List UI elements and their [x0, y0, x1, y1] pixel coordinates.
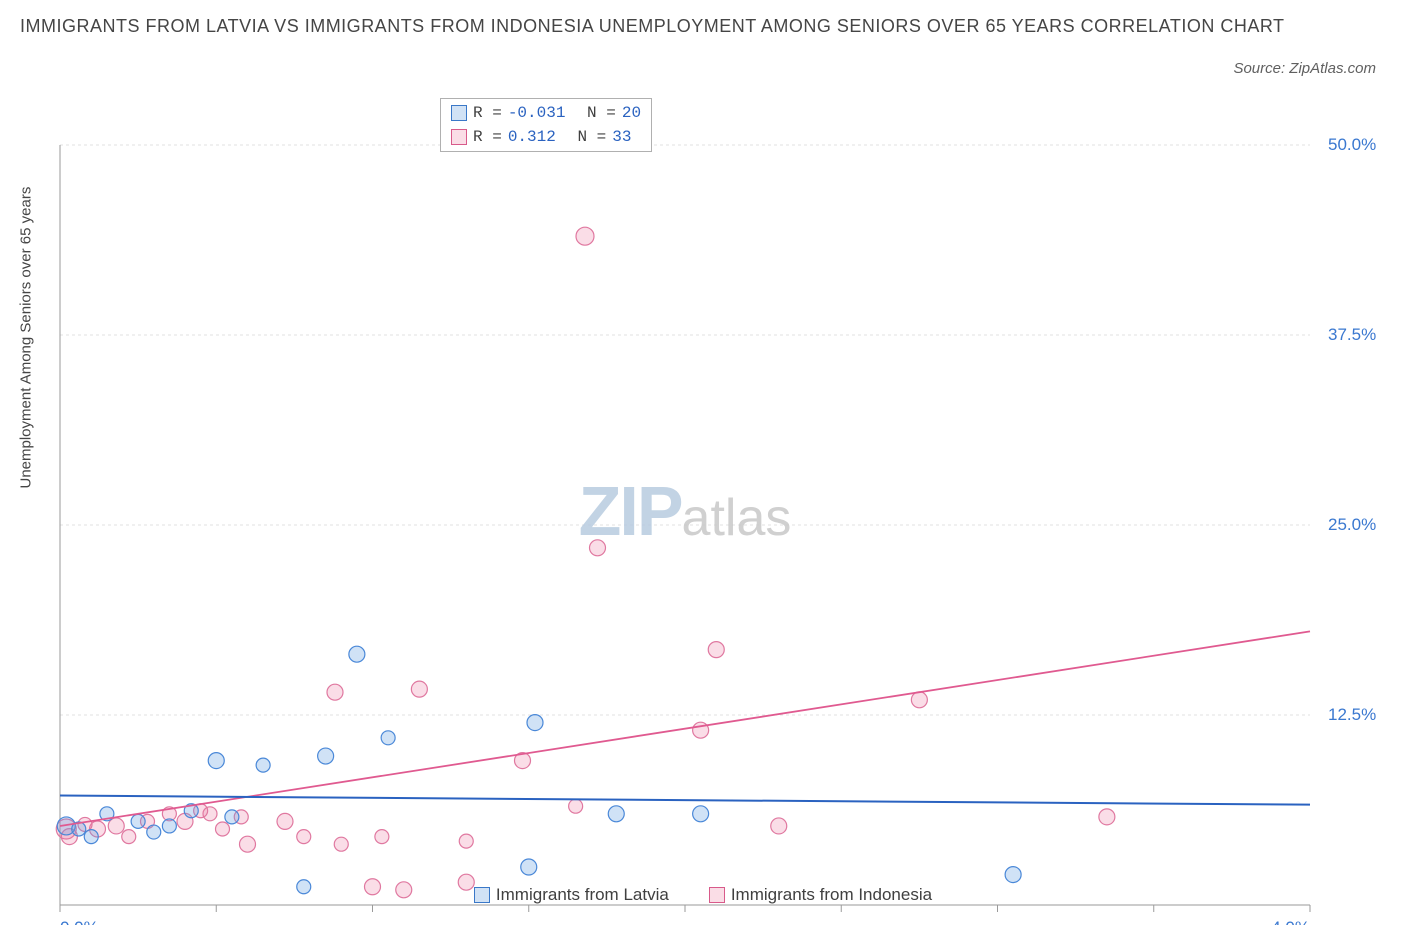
- swatch-pink: [451, 129, 467, 145]
- data-point: [225, 810, 239, 824]
- data-point: [240, 836, 256, 852]
- data-point: [1099, 809, 1115, 825]
- data-point: [771, 818, 787, 834]
- data-point: [911, 692, 927, 708]
- data-point: [1005, 866, 1021, 882]
- r-label: R =: [473, 104, 502, 122]
- data-point: [122, 829, 136, 843]
- data-point: [334, 837, 348, 851]
- data-point: [521, 859, 537, 875]
- r-value: 0.312: [508, 128, 556, 146]
- data-point: [381, 731, 395, 745]
- x-axis-legend: Immigrants from Latvia Immigrants from I…: [0, 885, 1406, 905]
- data-point: [708, 641, 724, 657]
- correlation-scatter-chart: 12.5% 25.0% 37.5% 50.0% ZIPatlas 0.0% 4.0%: [0, 45, 1406, 925]
- data-point: [297, 829, 311, 843]
- data-point: [693, 806, 709, 822]
- data-point: [459, 834, 473, 848]
- n-value: 33: [612, 128, 631, 146]
- n-label: N =: [587, 104, 616, 122]
- y-axis-label: Unemployment Among Seniors over 65 years: [18, 187, 35, 489]
- legend-item-latvia: Immigrants from Latvia: [474, 885, 669, 905]
- correlation-stats-box: R = -0.031 N = 20 R = 0.312 N = 33: [440, 98, 652, 152]
- data-point: [216, 822, 230, 836]
- svg-text:0.0%: 0.0%: [60, 918, 99, 925]
- data-point: [608, 806, 624, 822]
- swatch-blue: [451, 105, 467, 121]
- trend-line: [60, 795, 1310, 804]
- svg-text:12.5%: 12.5%: [1328, 705, 1376, 724]
- chart-title: IMMIGRANTS FROM LATVIA VS IMMIGRANTS FRO…: [20, 12, 1386, 41]
- data-point: [162, 819, 176, 833]
- data-point: [349, 646, 365, 662]
- data-point: [131, 814, 145, 828]
- data-point: [147, 825, 161, 839]
- n-value: 20: [622, 104, 641, 122]
- data-point: [569, 799, 583, 813]
- source-attribution: Source: ZipAtlas.com: [1233, 60, 1376, 77]
- svg-text:ZIPatlas: ZIPatlas: [579, 472, 792, 550]
- stats-row-indonesia: R = 0.312 N = 33: [451, 125, 641, 149]
- data-point: [318, 748, 334, 764]
- r-label: R =: [473, 128, 502, 146]
- svg-text:4.0%: 4.0%: [1271, 918, 1310, 925]
- legend-item-indonesia: Immigrants from Indonesia: [709, 885, 932, 905]
- data-point: [527, 714, 543, 730]
- swatch-pink: [709, 887, 725, 903]
- data-point: [256, 758, 270, 772]
- data-point: [411, 681, 427, 697]
- stats-row-latvia: R = -0.031 N = 20: [451, 101, 641, 125]
- n-label: N =: [577, 128, 606, 146]
- data-point: [277, 813, 293, 829]
- swatch-blue: [474, 887, 490, 903]
- data-point: [590, 540, 606, 556]
- legend-label: Immigrants from Latvia: [496, 885, 669, 905]
- data-point: [327, 684, 343, 700]
- svg-text:50.0%: 50.0%: [1328, 135, 1376, 154]
- data-point: [208, 752, 224, 768]
- data-point: [375, 829, 389, 843]
- svg-text:37.5%: 37.5%: [1328, 325, 1376, 344]
- data-point: [84, 829, 98, 843]
- data-point: [576, 227, 594, 245]
- r-value: -0.031: [508, 104, 566, 122]
- svg-text:25.0%: 25.0%: [1328, 515, 1376, 534]
- legend-label: Immigrants from Indonesia: [731, 885, 932, 905]
